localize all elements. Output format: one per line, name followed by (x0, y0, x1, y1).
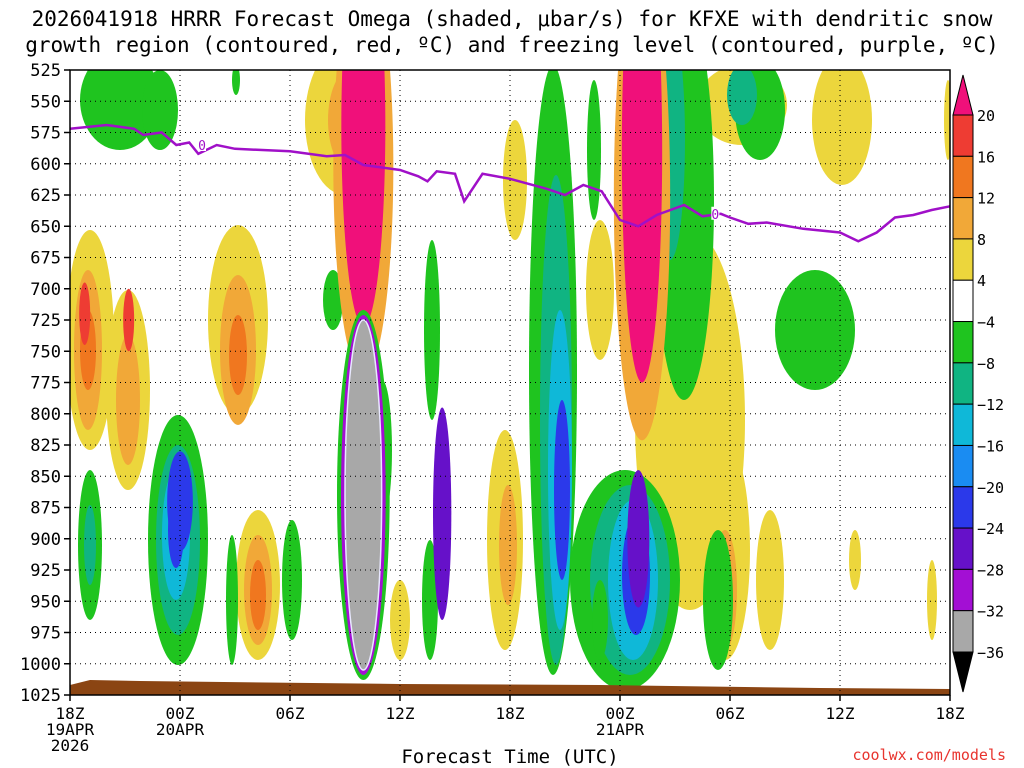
title-line-2: growth region (contoured, red, ºC) and f… (25, 33, 999, 57)
surface-terrain (70, 680, 950, 695)
y-tick-label: 850 (30, 467, 61, 487)
colorbar-swatch (952, 486, 974, 529)
colorbar-cap-bottom (952, 651, 974, 693)
y-tick-label: 600 (30, 155, 61, 175)
x-tick-label: 19APR (46, 720, 95, 739)
colorbar-swatch (952, 155, 974, 199)
colorbar-label: −36 (977, 644, 1004, 662)
omega-features (79, 70, 671, 680)
colorbar-label: −16 (977, 437, 1004, 455)
colorbar-label: 12 (977, 190, 995, 208)
y-tick-label: 750 (30, 342, 61, 362)
x-tick-label: 2026 (51, 736, 90, 755)
y-tick-label: 800 (30, 405, 61, 425)
omega-shading (70, 70, 950, 695)
colorbar-label: −20 (977, 479, 1004, 497)
y-tick-label: 575 (30, 124, 61, 144)
x-tick-label: 00Z (606, 704, 635, 723)
y-tick-label: 550 (30, 92, 61, 112)
y-axis: 525 550 575 600 625 650 675 700 725 750 775 800 825 8… (20, 61, 70, 706)
freezing-level-labels: 00 (198, 138, 720, 223)
y-tick-label: 725 (30, 311, 61, 331)
colorbar-label: −28 (977, 561, 1004, 579)
omega-feature-3 (433, 407, 452, 620)
credit-text: coolwx.com/models (852, 746, 1006, 764)
omega-feature-1 (621, 70, 663, 383)
colorbar-swatch (952, 321, 974, 364)
colorbar-swatch (952, 527, 974, 570)
colorbar-swatch (952, 568, 974, 612)
x-tick-label: 00Z (166, 704, 195, 723)
colorbar-label: 4 (977, 272, 986, 290)
x-tick-label: 21APR (596, 720, 645, 739)
colorbar-swatch (952, 114, 974, 157)
colorbar-swatch (952, 610, 974, 653)
x-tick-label: 18Z (56, 704, 85, 723)
x-tick-label: 12Z (386, 704, 415, 723)
omega-feature-0 (341, 70, 386, 327)
x-axis-label: Forecast Time (UTC) (401, 746, 619, 768)
freezing-level-contour (69, 123, 951, 243)
colorbar-swatch (952, 444, 974, 488)
x-tick-label: 18Z (496, 704, 525, 723)
omega-feature-6 (79, 282, 91, 345)
y-tick-label: 975 (30, 624, 61, 644)
y-tick-label: 775 (30, 374, 61, 394)
x-tick-label: 06Z (716, 704, 745, 723)
y-tick-label: 625 (30, 186, 61, 206)
colorbar-swatch (952, 279, 974, 323)
x-tick-label: 06Z (276, 704, 305, 723)
colorbar-label: 20 (977, 107, 995, 125)
y-tick-label: 675 (30, 249, 61, 269)
colorbar-label: −4 (977, 314, 995, 332)
omega-feature-5 (167, 451, 193, 552)
colorbar-label: −32 (977, 603, 1004, 621)
freezing-level-label: 0 (711, 208, 719, 223)
colorbar-cap-top (952, 74, 974, 116)
x-tick-label: 18Z (936, 704, 965, 723)
y-tick-label: 900 (30, 530, 61, 550)
colorbar-swatch (952, 238, 974, 281)
colorbar-swatch (952, 197, 974, 240)
colorbar-label: 8 (977, 231, 986, 249)
x-tick-label: 20APR (156, 720, 205, 739)
freezing-label-bg (198, 138, 206, 151)
y-tick-label: 1025 (20, 686, 61, 706)
colorbar-label: −8 (977, 355, 995, 373)
y-tick-label: 925 (30, 561, 61, 581)
y-tick-label: 825 (30, 436, 61, 456)
title-line-1: 2026041918 HRRR Forecast Omega (shaded, … (31, 7, 993, 31)
omega-feature-4 (627, 470, 650, 608)
y-tick-label: 650 (30, 217, 61, 237)
omega-feature-2 (344, 319, 383, 671)
omega-feature-7 (123, 288, 135, 352)
y-tick-label: 875 (30, 499, 61, 519)
colorbar-label: −12 (977, 396, 1004, 414)
colorbar-label: 16 (977, 148, 995, 166)
colorbar: 20 16 12 8 4 −4 −8 −12 −16 −20 −24 −28 −32 −36 (952, 74, 1004, 693)
colorbar-swatch (952, 362, 974, 405)
y-tick-label: 950 (30, 592, 61, 612)
y-tick-label: 1000 (20, 655, 61, 675)
freezing-label-bg (711, 206, 720, 220)
colorbar-swatch (952, 403, 974, 446)
y-tick-label: 700 (30, 280, 61, 300)
x-tick-label: 12Z (826, 704, 855, 723)
colorbar-label: −24 (977, 520, 1004, 538)
freezing-level-label: 0 (198, 139, 206, 154)
chart-title: 2026041918 HRRR Forecast Omega (shaded, … (0, 6, 1024, 58)
y-tick-label: 525 (30, 61, 61, 81)
